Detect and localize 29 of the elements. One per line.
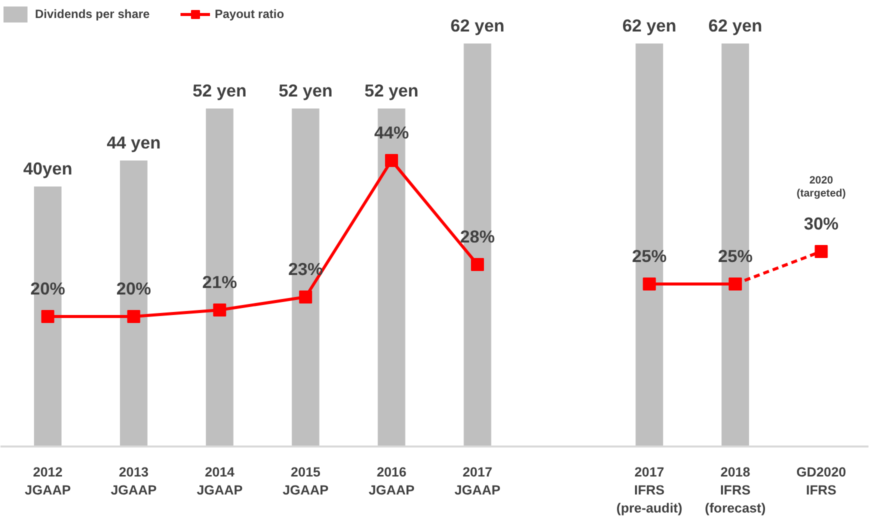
data-label: 52 yen <box>192 80 247 100</box>
x-tick-label: 2014 JGAAP <box>196 464 243 498</box>
x-tick-label: 2012 JGAAP <box>24 464 71 498</box>
x-tick-label: 2016 JGAAP <box>368 464 415 498</box>
data-label: 25% <box>632 246 667 266</box>
data-label: 20% <box>30 278 66 298</box>
x-tick-label: 2017 IFRS (pre-audit) <box>616 464 682 516</box>
data-label: 62 yen <box>622 16 676 36</box>
x-tick-label: 2015 JGAAP <box>282 464 329 498</box>
data-label: 30% <box>804 214 839 234</box>
data-label: 23% <box>288 259 323 279</box>
data-label: 52 yen <box>364 80 419 100</box>
data-label: 21% <box>202 272 237 292</box>
legend-label: Dividends per share <box>35 7 150 21</box>
annotation: 2020 (targeted) <box>796 174 846 200</box>
data-label: 52 yen <box>278 80 333 100</box>
data-label: 20% <box>116 278 152 298</box>
data-label: 40yen <box>23 158 72 178</box>
data-label: 25% <box>718 246 753 266</box>
data-label: 28% <box>460 226 495 246</box>
data-label: 44 yen <box>106 132 161 152</box>
data-label: 62 yen <box>450 16 504 36</box>
x-tick-label: 2013 JGAAP <box>110 464 157 498</box>
x-tick-label: 2017 JGAAP <box>454 464 501 498</box>
legend-label: Payout ratio <box>214 7 284 21</box>
x-tick-label: GD2020 IFRS <box>796 464 846 498</box>
data-label: 44% <box>374 122 409 142</box>
x-tick-label: 2018 IFRS (forecast) <box>704 464 766 516</box>
data-label: 62 yen <box>708 16 762 36</box>
